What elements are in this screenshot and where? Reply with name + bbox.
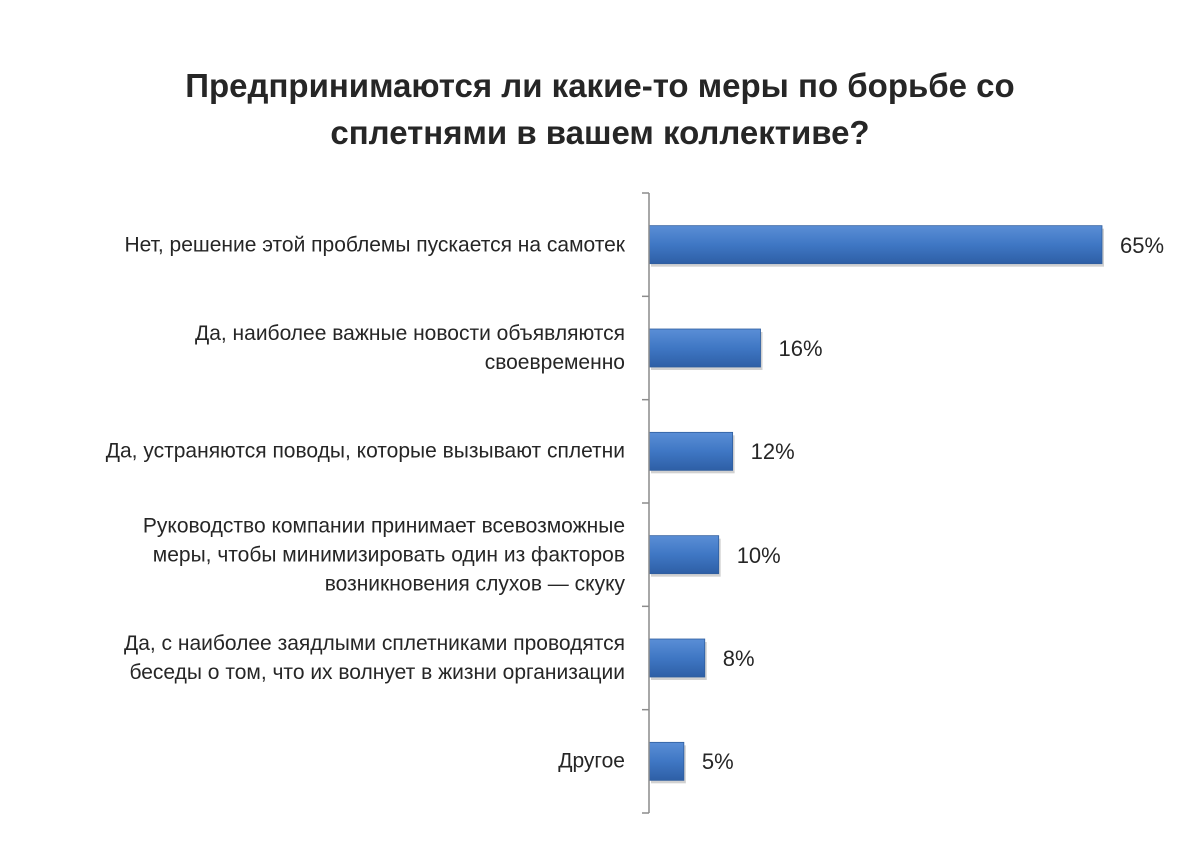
bar <box>648 225 1103 265</box>
chart-title: Предпринимаются ли какие-то меры по борь… <box>185 67 1015 151</box>
category-label: Да, с наиболее заядлыми сплетниками пров… <box>123 632 625 684</box>
category-label: Руководство компании принимает всевозмож… <box>142 514 625 596</box>
category-label: Нет, решение этой проблемы пускается на … <box>124 233 625 257</box>
data-label: 5% <box>701 749 734 775</box>
data-label: 12% <box>750 439 795 465</box>
bar <box>648 741 685 781</box>
data-label: 65% <box>1120 232 1165 258</box>
category-label: Другое <box>558 749 625 773</box>
bar <box>648 638 706 678</box>
bar <box>648 328 761 368</box>
data-label: 10% <box>736 542 781 568</box>
category-label: Да, устраняются поводы, которые вызывают… <box>105 439 625 463</box>
data-label: 16% <box>778 336 823 361</box>
bar <box>648 535 720 575</box>
category-label: Да, наиболее важные новости объявляются … <box>194 322 625 374</box>
data-label: 8% <box>722 646 755 671</box>
bar <box>648 431 734 471</box>
